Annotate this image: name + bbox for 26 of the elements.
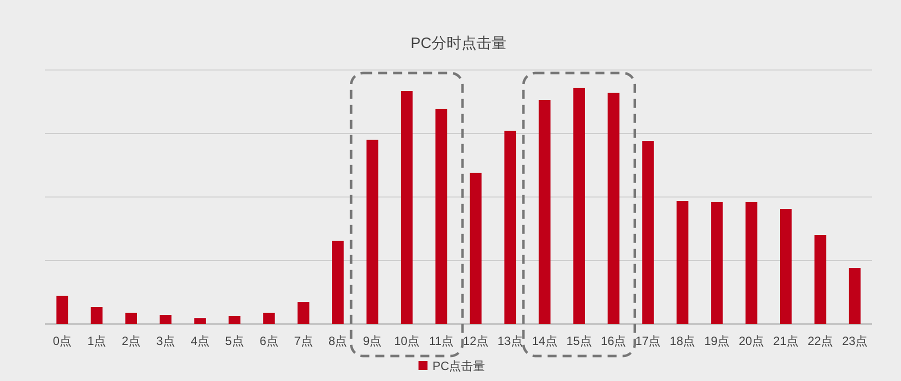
x-tick-label: 17点 [635, 334, 661, 348]
x-tick-label: 12点 [463, 334, 488, 348]
chart-title: PC分时点击量 [410, 35, 506, 52]
x-tick-label: 11点 [429, 334, 454, 348]
x-tick-label: 18点 [670, 334, 696, 348]
x-tick-label: 19点 [704, 334, 730, 348]
x-tick-label: 6点 [260, 334, 278, 348]
x-tick-label: 13点 [498, 334, 523, 348]
x-tick-label: 1点 [87, 334, 106, 348]
legend-label: PC点击量 [432, 359, 486, 373]
x-tick-label: 7点 [294, 334, 313, 348]
x-tick-label: 15点 [566, 334, 592, 348]
x-tick-label: 16点 [600, 334, 626, 348]
x-tick-label: 21点 [773, 334, 799, 348]
x-tick-label: 23点 [842, 334, 868, 348]
x-tick-label: 8点 [328, 334, 348, 348]
x-tick-label: 10点 [394, 334, 420, 348]
x-tick-label: 20点 [738, 334, 764, 348]
x-tick-label: 2点 [122, 334, 140, 348]
x-tick-label: 3点 [156, 334, 175, 348]
x-tick-label: 22点 [808, 334, 833, 348]
x-tick-label: 9点 [363, 334, 382, 348]
x-tick-label: 14点 [532, 334, 558, 348]
x-tick-label: 5点 [225, 334, 244, 348]
x-tick-label: 0点 [52, 334, 72, 348]
x-tick-label: 4点 [190, 334, 210, 348]
